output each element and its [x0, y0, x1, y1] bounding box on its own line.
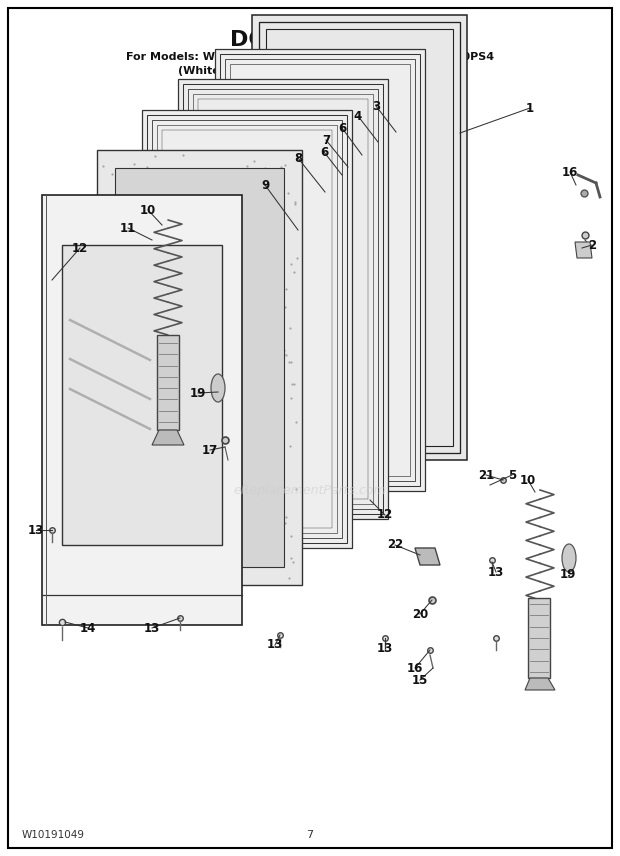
- Ellipse shape: [562, 544, 576, 572]
- Text: 12: 12: [377, 508, 393, 521]
- Bar: [157, 335, 179, 430]
- Text: 20: 20: [412, 608, 428, 621]
- Text: 10: 10: [140, 204, 156, 217]
- Text: (White)            (Black)      (Stainless Steel): (White) (Black) (Stainless Steel): [179, 66, 441, 76]
- Text: 11: 11: [120, 222, 136, 235]
- Polygon shape: [215, 49, 425, 490]
- Text: 7: 7: [322, 134, 330, 146]
- Text: 2: 2: [588, 239, 596, 252]
- Text: W10191049: W10191049: [22, 830, 85, 840]
- Polygon shape: [152, 430, 184, 445]
- Polygon shape: [42, 195, 242, 625]
- Text: eReplacementParts.com: eReplacementParts.com: [234, 484, 386, 496]
- Text: 16: 16: [407, 662, 423, 675]
- Text: 15: 15: [412, 674, 428, 687]
- Text: 13: 13: [377, 641, 393, 655]
- Text: 13: 13: [267, 639, 283, 651]
- Text: 6: 6: [338, 122, 346, 134]
- Text: 7: 7: [306, 830, 314, 840]
- Text: 5: 5: [508, 468, 516, 482]
- Text: 19: 19: [190, 387, 206, 400]
- Polygon shape: [97, 151, 303, 586]
- Text: 4: 4: [354, 110, 362, 122]
- Text: 9: 9: [261, 179, 269, 192]
- Polygon shape: [115, 169, 285, 568]
- Polygon shape: [575, 242, 592, 258]
- Text: 13: 13: [144, 621, 160, 634]
- Text: 10: 10: [520, 473, 536, 486]
- Text: 19: 19: [560, 568, 576, 581]
- Polygon shape: [252, 15, 467, 460]
- Text: 8: 8: [294, 152, 302, 164]
- Polygon shape: [415, 548, 440, 565]
- Text: 13: 13: [28, 524, 44, 537]
- Bar: [528, 598, 550, 678]
- Text: 6: 6: [320, 146, 328, 158]
- Text: DOOR PARTS: DOOR PARTS: [230, 30, 390, 50]
- Text: 12: 12: [72, 241, 88, 254]
- Polygon shape: [62, 245, 222, 545]
- Text: 17: 17: [202, 443, 218, 456]
- Polygon shape: [525, 678, 555, 690]
- Text: 21: 21: [478, 468, 494, 482]
- Text: For Models: WERP3100PQ4, WERP3100PB4, WERP3100PS4: For Models: WERP3100PQ4, WERP3100PB4, WE…: [126, 52, 494, 62]
- Polygon shape: [142, 110, 352, 548]
- Text: 14: 14: [80, 621, 96, 634]
- Text: 3: 3: [372, 99, 380, 112]
- Text: 22: 22: [387, 538, 403, 551]
- Text: 16: 16: [562, 165, 578, 179]
- Text: 1: 1: [526, 102, 534, 115]
- Polygon shape: [179, 80, 388, 520]
- Text: 13: 13: [488, 566, 504, 579]
- Ellipse shape: [211, 374, 225, 402]
